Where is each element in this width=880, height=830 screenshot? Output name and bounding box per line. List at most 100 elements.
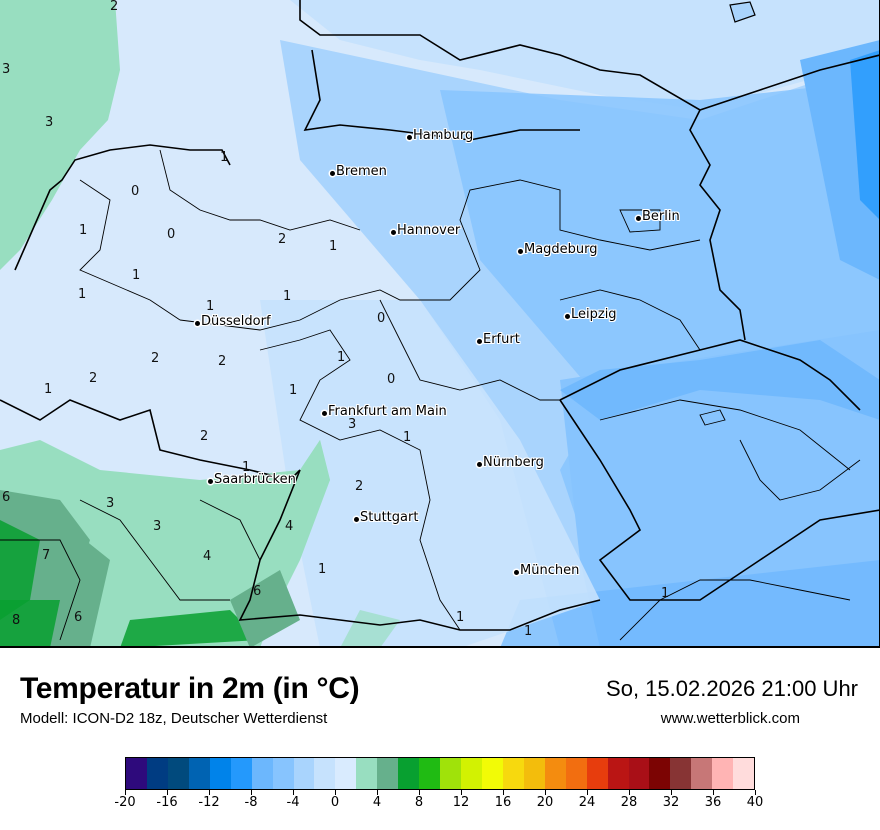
colorbar-tick xyxy=(419,790,420,795)
colorbar-segment xyxy=(272,758,294,789)
city-name: Frankfurt am Main xyxy=(328,404,447,419)
isotherm-label: 4 xyxy=(203,549,212,564)
isotherm-label: 7 xyxy=(42,548,51,563)
colorbar-segment xyxy=(293,758,315,789)
isotherm-label: 3 xyxy=(153,519,162,534)
city-dot-icon xyxy=(322,411,327,416)
city-marker: Leipzig xyxy=(565,308,617,322)
colorbar-tick-label: 4 xyxy=(372,795,382,810)
city-name: Bremen xyxy=(336,164,387,179)
colorbar-tick xyxy=(209,790,210,795)
colorbar-segment xyxy=(188,758,210,789)
city-marker: Berlin xyxy=(636,210,680,224)
colorbar-segment xyxy=(502,758,524,789)
website-link[interactable]: www.wetterblick.com xyxy=(660,710,800,727)
isotherm-label: 6 xyxy=(253,584,262,599)
colorbar-segment xyxy=(586,758,608,789)
colorbar-tick xyxy=(293,790,294,795)
colorbar-segment xyxy=(649,758,671,789)
isotherm-label: 1 xyxy=(329,239,338,254)
city-marker: Bremen xyxy=(330,165,387,179)
colorbar-tick xyxy=(125,790,126,795)
city-name: Nürnberg xyxy=(483,455,544,470)
colorbar-tick-label: 40 xyxy=(746,795,764,810)
colorbar-tick-label: 0 xyxy=(330,795,340,810)
colorbar-tick xyxy=(629,790,630,795)
colorbar-tick xyxy=(377,790,378,795)
city-marker: Erfurt xyxy=(477,333,520,347)
isotherm-label: 1 xyxy=(524,624,533,639)
isotherm-label: 0 xyxy=(387,372,396,387)
city-marker: Hamburg xyxy=(407,129,473,143)
colorbar-tick xyxy=(167,790,168,795)
map-shading xyxy=(0,0,879,646)
isotherm-label: 3 xyxy=(45,115,54,130)
colorbar-tick xyxy=(713,790,714,795)
isotherm-label: 1 xyxy=(337,350,346,365)
city-marker: Stuttgart xyxy=(354,511,418,525)
temperature-colorbar xyxy=(125,757,755,790)
colorbar-tick xyxy=(755,790,756,795)
isotherm-label: 0 xyxy=(131,184,140,199)
colorbar-tick-label: -8 xyxy=(244,795,258,810)
colorbar-segment xyxy=(314,758,336,789)
isotherm-label: 3 xyxy=(2,62,11,77)
isotherm-label: 0 xyxy=(377,311,386,326)
colorbar-tick xyxy=(671,790,672,795)
city-name: München xyxy=(520,563,580,578)
colorbar-tick-label: -20 xyxy=(114,795,136,810)
city-marker: Saarbrücken xyxy=(208,473,296,487)
isotherm-label: 2 xyxy=(218,354,227,369)
colorbar-segment xyxy=(712,758,734,789)
isotherm-label: 1 xyxy=(403,430,412,445)
colorbar-tick-label: -4 xyxy=(286,795,300,810)
colorbar-tick xyxy=(335,790,336,795)
colorbar-segment xyxy=(126,758,147,789)
city-marker: München xyxy=(514,564,579,578)
isotherm-label: 1 xyxy=(283,289,292,304)
colorbar-tick-label: 20 xyxy=(536,795,554,810)
isotherm-label: 1 xyxy=(318,562,327,577)
city-name: Stuttgart xyxy=(360,510,419,525)
isotherm-label: 1 xyxy=(44,382,53,397)
city-dot-icon xyxy=(354,517,359,522)
colorbar-segment xyxy=(209,758,231,789)
colorbar-tick-label: 12 xyxy=(452,795,470,810)
forecast-datetime: So, 15.02.2026 21:00 Uhr xyxy=(606,676,858,701)
city-dot-icon xyxy=(477,339,482,344)
colorbar-tick-label: 32 xyxy=(662,795,680,810)
colorbar-tick-label: 28 xyxy=(620,795,638,810)
colorbar-segment xyxy=(565,758,587,789)
colorbar-segment xyxy=(251,758,273,789)
colorbar-segment xyxy=(691,758,713,789)
isotherm-label: 6 xyxy=(74,610,83,625)
city-dot-icon xyxy=(477,462,482,467)
colorbar-tick-label: 36 xyxy=(704,795,722,810)
city-marker: Hannover xyxy=(391,224,460,238)
colorbar-segment xyxy=(523,758,545,789)
isotherm-label: 1 xyxy=(456,610,465,625)
city-dot-icon xyxy=(195,321,200,326)
isotherm-label: 2 xyxy=(151,351,160,366)
colorbar-segment xyxy=(419,758,441,789)
isotherm-label: 0 xyxy=(167,227,176,242)
colorbar-tick-label: 24 xyxy=(578,795,596,810)
isotherm-label: 2 xyxy=(355,479,364,494)
isotherm-label: 2 xyxy=(89,371,98,386)
city-name: Berlin xyxy=(642,209,680,224)
isotherm-label: 2 xyxy=(278,232,287,247)
city-dot-icon xyxy=(518,249,523,254)
isotherm-label: 1 xyxy=(206,299,215,314)
colorbar-tick-label: -16 xyxy=(156,795,178,810)
colorbar-segment xyxy=(607,758,629,789)
city-dot-icon xyxy=(208,479,213,484)
colorbar-tick-label: 16 xyxy=(494,795,512,810)
colorbar-segment xyxy=(335,758,357,789)
colorbar-segment xyxy=(670,758,692,789)
isotherm-label: 6 xyxy=(2,490,11,505)
colorbar-tick xyxy=(587,790,588,795)
colorbar-segment xyxy=(544,758,566,789)
colorbar-segment xyxy=(461,758,482,789)
city-marker: Düsseldorf xyxy=(195,315,271,329)
